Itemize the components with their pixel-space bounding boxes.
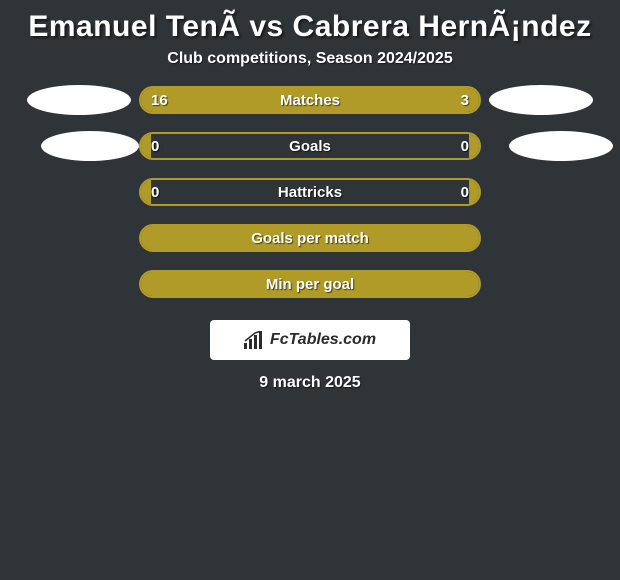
stats-list: 163Matches00Goals00HattricksGoals per ma… <box>10 86 610 298</box>
stat-value-right: 0 <box>461 180 469 204</box>
stat-bar-fill-left <box>141 226 479 250</box>
chart-icon <box>244 331 266 349</box>
stat-label: Hattricks <box>141 180 479 204</box>
page-title: Emanuel TenÃ vs Cabrera HernÃ¡ndez <box>10 0 610 50</box>
branding-text: FcTables.com <box>270 331 376 349</box>
avatar-slot-right <box>481 131 601 161</box>
stat-bar: 163Matches <box>139 86 481 114</box>
stat-bar: 0 0Goals <box>139 132 481 160</box>
stat-row: Goals per match <box>10 224 610 252</box>
player-avatar-left <box>27 85 131 115</box>
stat-bar-fill-right <box>469 134 479 158</box>
stat-bar-fill-left <box>141 134 151 158</box>
page-subtitle: Club competitions, Season 2024/2025 <box>10 50 610 86</box>
stat-bar-fill-left <box>141 88 411 112</box>
date-text: 9 march 2025 <box>10 374 610 392</box>
stat-bar: 0 0Hattricks <box>139 178 481 206</box>
infographic-container: Emanuel TenÃ vs Cabrera HernÃ¡ndez Club … <box>0 0 620 392</box>
stat-value-left: 0 <box>151 180 159 204</box>
stat-bar: Min per goal <box>139 270 481 298</box>
stat-label: Goals <box>141 134 479 158</box>
stat-row: 0 0Goals <box>10 132 610 160</box>
stat-row: 163Matches <box>10 86 610 114</box>
stat-bar-fill-left <box>141 272 479 296</box>
stat-bar-fill-right <box>469 180 479 204</box>
branding-badge: FcTables.com <box>210 320 410 360</box>
avatar-slot-left <box>19 85 139 115</box>
stat-bar: Goals per match <box>139 224 481 252</box>
stat-value-left: 0 <box>151 134 159 158</box>
stat-value-right: 3 <box>461 88 469 112</box>
player-avatar-right <box>489 85 593 115</box>
player-avatar-left <box>41 131 139 161</box>
stat-row: Min per goal <box>10 270 610 298</box>
stat-value-left: 16 <box>151 88 168 112</box>
stat-value-right: 0 <box>461 134 469 158</box>
stat-bar-fill-left <box>141 180 151 204</box>
stat-row: 0 0Hattricks <box>10 178 610 206</box>
player-avatar-right <box>509 131 613 161</box>
avatar-slot-left <box>19 131 139 161</box>
avatar-slot-right <box>481 85 601 115</box>
